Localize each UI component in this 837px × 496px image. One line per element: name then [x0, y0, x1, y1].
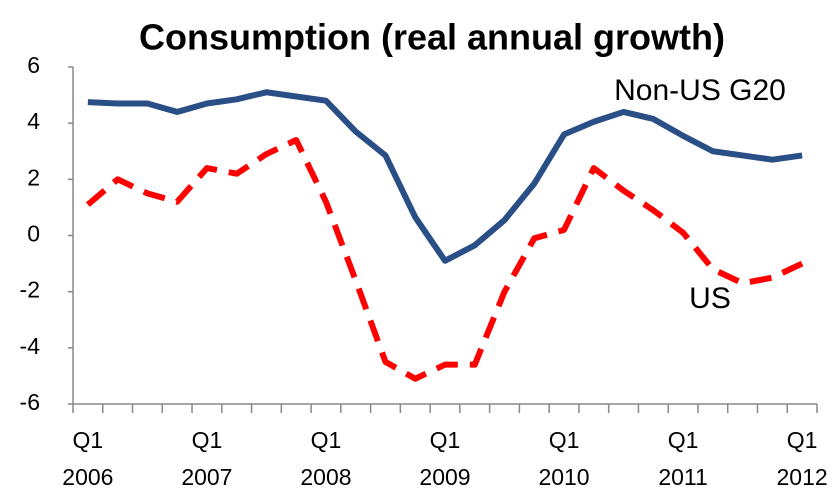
- x-tick-label: Q1 2012: [776, 427, 828, 490]
- y-tick-label: 4: [27, 108, 40, 134]
- x-tick-label: Q1 2011: [658, 427, 708, 490]
- x-tick-label: Q1 2007: [181, 427, 233, 490]
- x-tick-label: Q1 2010: [538, 427, 590, 490]
- y-tick-label: -6: [20, 389, 40, 415]
- y-tick-label: 0: [27, 221, 40, 247]
- y-tick-label: -2: [20, 277, 40, 303]
- x-tick-label: Q1 2009: [419, 427, 471, 490]
- legend-label: Non-US G20: [614, 74, 786, 107]
- y-tick-label: 6: [27, 52, 40, 78]
- y-tick-label: 2: [27, 164, 40, 190]
- x-tick-label: Q1 2008: [300, 427, 352, 490]
- series-line: [85, 137, 804, 382]
- y-tick-label: -4: [20, 333, 41, 359]
- series-line: [87, 89, 803, 264]
- chart-title: Consumption (real annual growth): [139, 17, 725, 58]
- x-tick-label: Q1 2006: [62, 427, 114, 490]
- legend-label: US: [689, 282, 731, 315]
